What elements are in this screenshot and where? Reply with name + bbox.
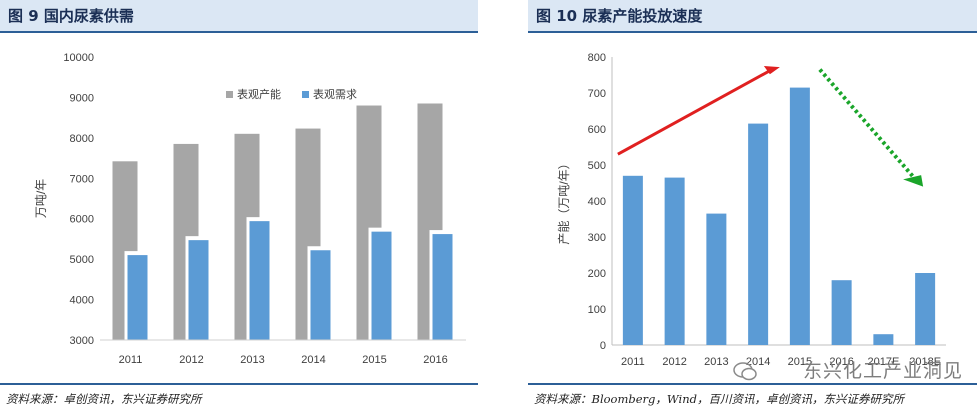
bar-capacity-addition xyxy=(789,87,810,345)
right-source-bar: 资料来源：Bloomberg，Wind，百川资讯，卓创资讯，东兴证券研究所 xyxy=(528,383,977,413)
y-tick-label: 600 xyxy=(588,124,606,136)
left-chart-title: 图 9 国内尿素供需 xyxy=(8,7,134,25)
bar-capacity-addition xyxy=(706,213,727,345)
right-panel: 图 10 尿素产能投放速度 0 100 200 300 400 500 600 700 800 2… xyxy=(528,0,977,413)
right-chart: 0 100 200 300 400 500 600 700 800 2011 2012 2013 201… xyxy=(557,52,946,368)
y-tick-label: 4000 xyxy=(70,295,94,307)
bar-demand xyxy=(371,231,392,340)
trend-arrow-up-head xyxy=(763,66,780,75)
x-tick-label: 2013 xyxy=(704,356,728,368)
left-panel: 图 9 国内尿素供需 3000 4000 5000 6000 7000 8000 9000 1… xyxy=(0,0,478,413)
legend-label-capacity: 表观产能 xyxy=(237,87,281,101)
y-tick-label: 100 xyxy=(588,304,606,316)
bar-capacity-addition xyxy=(622,175,643,345)
bar-capacity-addition xyxy=(831,280,852,345)
bar-capacity-addition xyxy=(748,123,769,345)
wechat-icon xyxy=(733,362,757,381)
y-tick-label: 200 xyxy=(588,268,606,280)
legend-swatch-capacity xyxy=(226,91,233,98)
legend-swatch-demand xyxy=(302,91,309,98)
left-source-text: 资料来源：卓创资讯，东兴证券研究所 xyxy=(6,392,202,406)
trend-arrow-up xyxy=(617,68,773,156)
y-tick-label: 800 xyxy=(588,52,606,64)
bar-demand xyxy=(127,255,148,340)
x-tick-label: 2016 xyxy=(829,356,853,368)
x-tick-label: 2011 xyxy=(621,356,645,368)
x-tick-label: 2014 xyxy=(301,354,325,366)
y-tick-label: 0 xyxy=(600,340,606,352)
bar-demand xyxy=(249,221,270,340)
y-tick-label: 7000 xyxy=(70,173,94,185)
y-tick-label: 6000 xyxy=(70,214,94,226)
trend-arrow-down xyxy=(818,68,919,183)
watermark-text: 东兴化工产业洞见 xyxy=(802,360,963,382)
y-tick-label: 8000 xyxy=(70,133,94,145)
right-title-bar: 图 10 尿素产能投放速度 xyxy=(528,0,977,33)
y-axis-title: 产能（万吨/年） xyxy=(557,157,571,244)
y-tick-label: 10000 xyxy=(63,52,94,64)
y-tick-label: 500 xyxy=(588,160,606,172)
y-tick-label: 300 xyxy=(588,232,606,244)
trend-arrow-down-head xyxy=(903,175,924,187)
y-tick-label: 3000 xyxy=(70,335,94,347)
bar-demand xyxy=(188,240,209,340)
x-tick-label: 2018E xyxy=(909,356,941,368)
y-axis-title: 万吨/年 xyxy=(34,179,48,218)
right-source-text: 资料来源：Bloomberg，Wind，百川资讯，卓创资讯，东兴证券研究所 xyxy=(534,392,904,406)
x-tick-label: 2011 xyxy=(119,354,143,366)
left-chart: 3000 4000 5000 6000 7000 8000 9000 10000 2011 201… xyxy=(34,52,466,366)
y-tick-label: 400 xyxy=(588,196,606,208)
x-tick-label: 2012 xyxy=(179,354,203,366)
x-tick-label: 2017E xyxy=(867,356,899,368)
y-tick-label: 9000 xyxy=(70,92,94,104)
y-tick-label: 700 xyxy=(588,88,606,100)
x-tick-label: 2013 xyxy=(240,354,264,366)
bar-capacity-addition xyxy=(873,334,894,345)
x-tick-label: 2015 xyxy=(788,356,812,368)
bar-demand xyxy=(310,250,331,340)
legend-label-demand: 表观需求 xyxy=(313,87,357,101)
bar-capacity-addition xyxy=(664,177,685,345)
left-source-bar: 资料来源：卓创资讯，东兴证券研究所 xyxy=(0,383,478,413)
x-tick-label: 2015 xyxy=(362,354,386,366)
left-title-bar: 图 9 国内尿素供需 xyxy=(0,0,478,33)
x-tick-label: 2012 xyxy=(662,356,686,368)
x-tick-label: 2016 xyxy=(423,354,447,366)
right-chart-title: 图 10 尿素产能投放速度 xyxy=(536,7,703,25)
bar-demand xyxy=(432,234,453,340)
y-tick-label: 5000 xyxy=(70,254,94,266)
x-tick-label: 2014 xyxy=(746,356,770,368)
bar-capacity-addition xyxy=(915,273,936,345)
